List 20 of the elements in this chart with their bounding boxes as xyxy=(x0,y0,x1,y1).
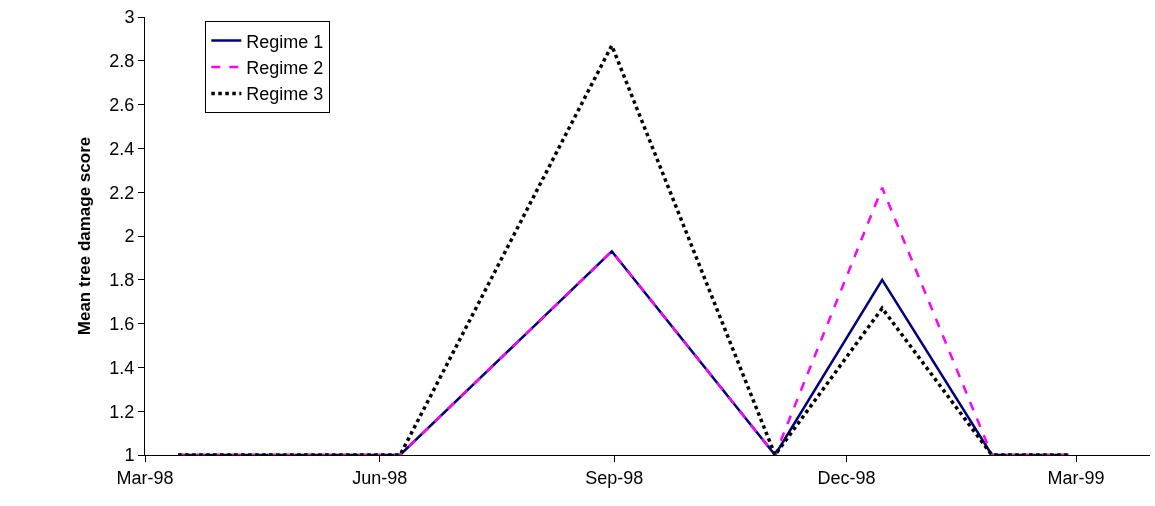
x-tick-label: Mar-98 xyxy=(116,467,174,488)
legend-label: Regime 2 xyxy=(246,58,324,78)
y-tick-label: 1.6 xyxy=(109,313,135,334)
y-tick-label: 1.4 xyxy=(109,357,135,378)
x-tick-label: Jun-98 xyxy=(352,467,408,488)
y-tick-label: 2.8 xyxy=(109,51,135,72)
legend-label: Regime 3 xyxy=(246,84,324,105)
y-tick-label: 1 xyxy=(124,445,135,466)
y-tick-label: 2.4 xyxy=(109,138,135,159)
legend-label: Regime 1 xyxy=(246,31,324,52)
x-tick-label: Dec-98 xyxy=(817,467,876,488)
x-tick-label: Sep-98 xyxy=(585,467,644,488)
y-tick-label: 1.2 xyxy=(109,401,135,422)
y-tick-label: 2.6 xyxy=(109,94,135,115)
x-tick-label: Mar-99 xyxy=(1047,467,1105,488)
y-axis-title: Mean tree damage score xyxy=(74,136,94,336)
y-tick-label: 2.2 xyxy=(109,182,135,203)
y-tick-label: 3 xyxy=(124,7,135,28)
y-tick-label: 1.8 xyxy=(109,270,135,291)
y-tick-label: 2 xyxy=(124,226,135,247)
